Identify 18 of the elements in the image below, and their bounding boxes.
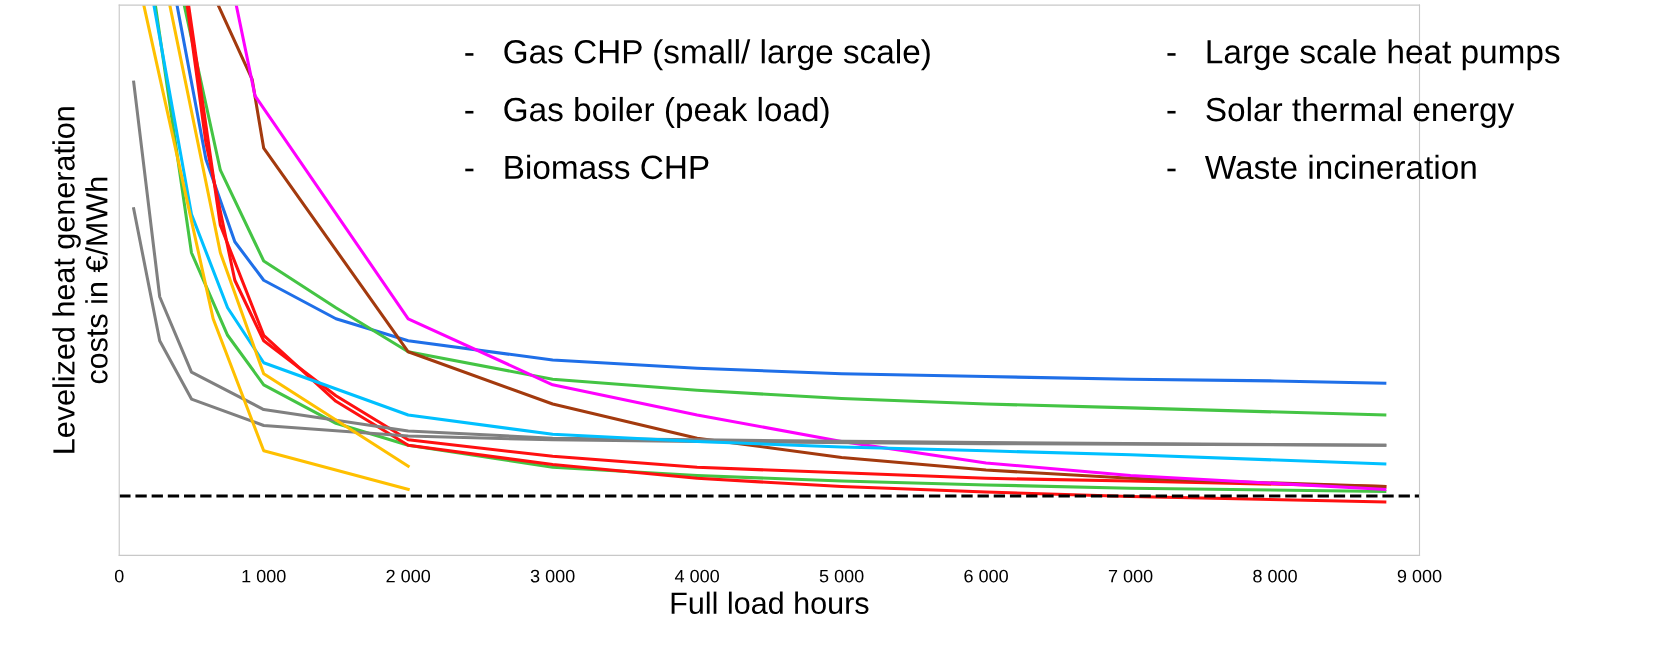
x-tick-label: 7 000 [1108,569,1153,583]
annotation: - Waste incineration [1167,154,1476,180]
annotation: - Biomass CHP [465,154,709,180]
annotation: - Large scale heat pumps [1167,39,1560,71]
x-tick-label: 1 000 [242,569,286,583]
annotation: - Solar thermal energy [1167,96,1515,128]
x-axis-title: Full load hours [671,591,869,615]
x-tick-label: 4 000 [674,569,720,583]
y-axis-title: Levelized heat generation costs in €/MWh [52,107,108,453]
x-tick-label: 9 000 [1397,569,1442,583]
annotation: - Gas CHP (small/ large scale) [465,39,930,71]
x-tick-label: 8 000 [1253,569,1297,583]
x-tick-label: 5 000 [819,569,864,583]
x-tick-label: 2 000 [386,569,431,583]
x-tick-label: 6 000 [964,569,1008,583]
annotation: - Gas boiler (peak load) [465,96,829,128]
x-tick-label: 0 [114,569,124,583]
x-tick-label: 3 000 [530,569,575,583]
